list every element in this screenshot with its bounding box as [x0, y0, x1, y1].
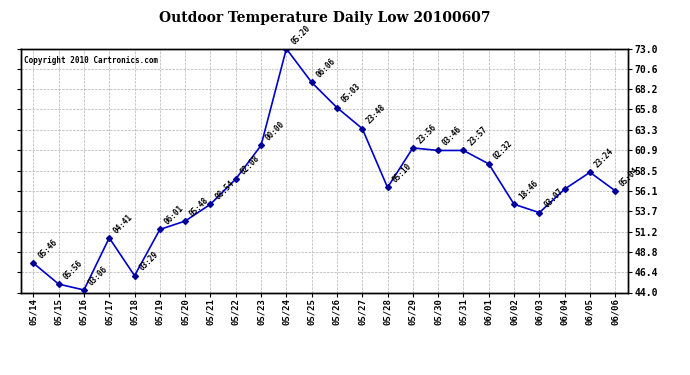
- Text: 05:56: 05:56: [61, 259, 84, 281]
- Text: 05:20: 05:20: [289, 23, 312, 46]
- Text: 23:24: 23:24: [593, 147, 615, 170]
- Text: 23:56: 23:56: [415, 122, 438, 145]
- Text: 06:06: 06:06: [315, 57, 337, 80]
- Text: 04:41: 04:41: [112, 212, 135, 235]
- Text: 03:46: 03:46: [441, 125, 464, 148]
- Text: 18:46: 18:46: [517, 179, 540, 201]
- Text: 02:08: 02:08: [239, 153, 262, 176]
- Text: 02:32: 02:32: [491, 138, 514, 161]
- Text: Outdoor Temperature Daily Low 20100607: Outdoor Temperature Daily Low 20100607: [159, 11, 490, 25]
- Text: 03:07: 03:07: [542, 187, 565, 210]
- Text: 08:54: 08:54: [213, 179, 236, 201]
- Text: 23:48: 23:48: [365, 103, 388, 126]
- Text: 23:57: 23:57: [466, 125, 489, 148]
- Text: 05:04: 05:04: [618, 165, 641, 188]
- Text: Copyright 2010 Cartronics.com: Copyright 2010 Cartronics.com: [23, 56, 158, 65]
- Text: 05:10: 05:10: [391, 162, 413, 184]
- Text: 05:46: 05:46: [36, 238, 59, 260]
- Text: 00:00: 00:00: [264, 120, 286, 142]
- Text: 03:06: 03:06: [87, 264, 110, 287]
- Text: 06:01: 06:01: [163, 204, 186, 226]
- Text: 05:03: 05:03: [339, 82, 362, 105]
- Text: 03:29: 03:29: [137, 250, 160, 273]
- Text: 05:48: 05:48: [188, 195, 210, 218]
